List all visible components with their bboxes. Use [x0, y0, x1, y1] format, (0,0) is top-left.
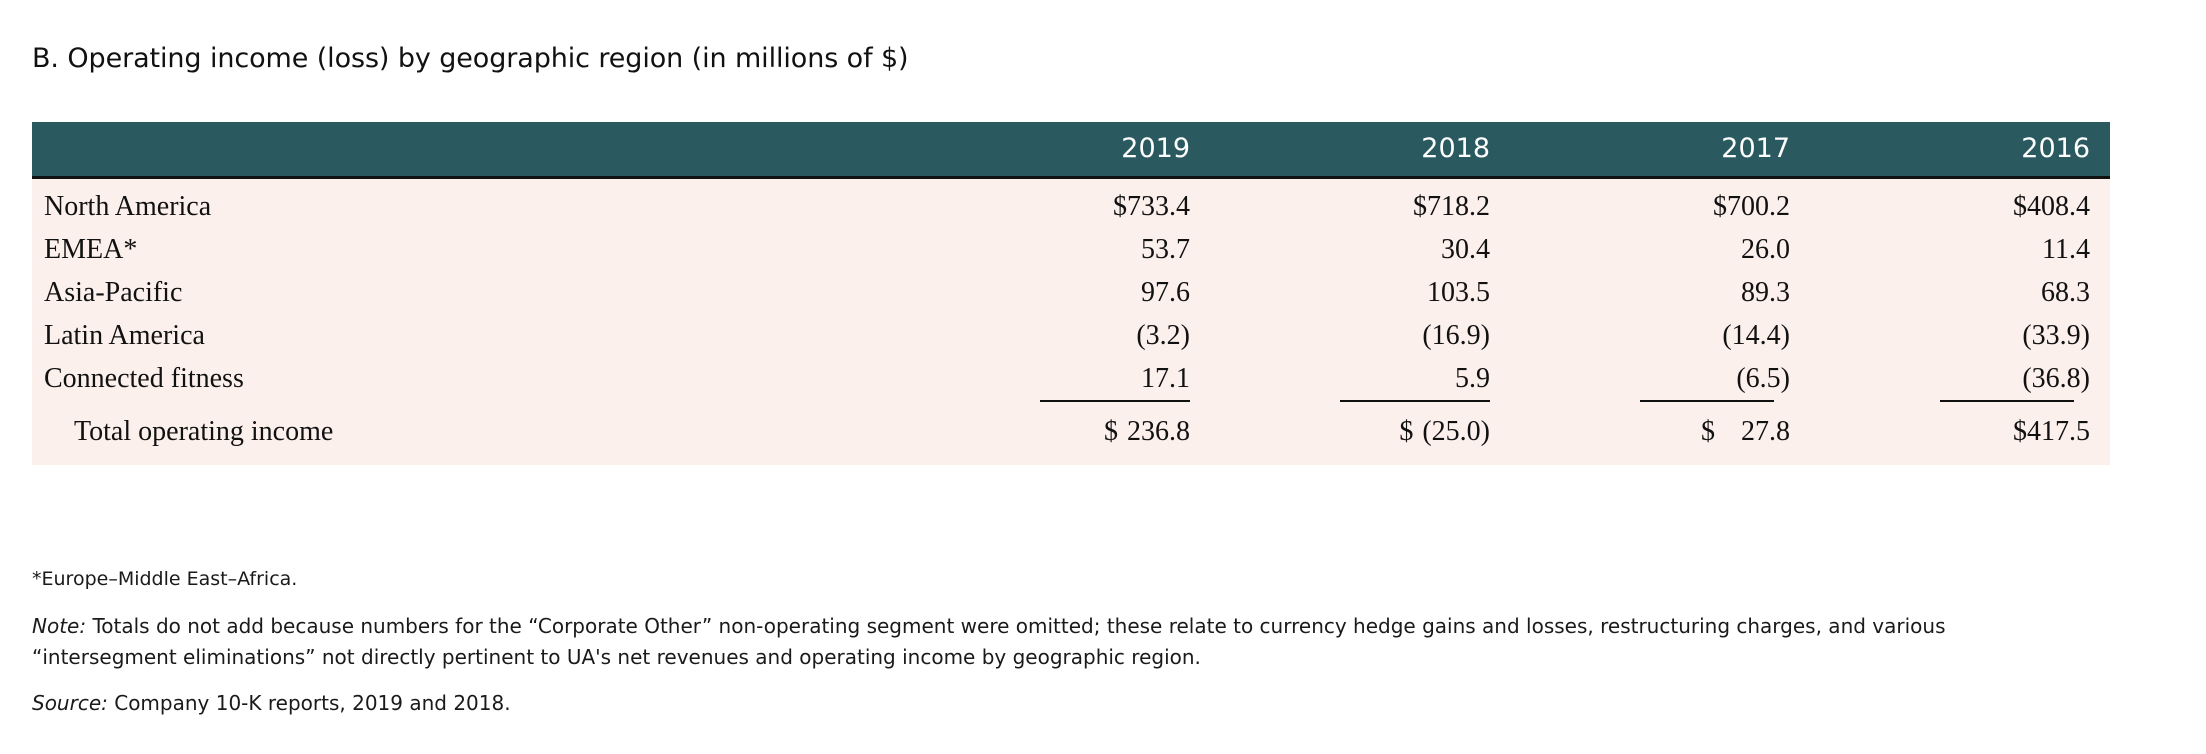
table-row: North America $733.4 $718.2 $700.2 $408.…	[32, 178, 2110, 229]
currency-symbol: $	[1104, 415, 1118, 447]
cell-emea-2019: 53.7	[910, 228, 1210, 271]
row-label-north-america: North America	[44, 190, 212, 222]
table-row: Asia-Pacific 97.6 103.5 89.3 68.3	[32, 271, 2110, 314]
cell-value: 68.3	[2041, 276, 2090, 308]
column-header-2019: 2019	[910, 122, 1210, 178]
source-text: Company 10-K reports, 2019 and 2018.	[107, 691, 511, 715]
cell-emea-2018: 30.4	[1210, 228, 1510, 271]
column-header-2017: 2017	[1510, 122, 1810, 178]
exhibit-title: B. Operating income (loss) by geographic…	[32, 43, 909, 74]
cell-value: 97.6	[1141, 276, 1190, 308]
cell-asia-pacific-2016: 68.3	[1810, 271, 2110, 314]
cell-emea-2017: 26.0	[1510, 228, 1810, 271]
cell-value: $718.2	[1413, 190, 1490, 222]
cell-value: (6.5)	[1640, 363, 1790, 402]
table-header: 2019 2018 2017 2016	[32, 122, 2110, 178]
row-label-latin-america: Latin America	[44, 319, 205, 351]
cell-connected-fitness-2017: (6.5)	[1510, 357, 1810, 402]
cell-total-2017: $27.8	[1510, 400, 1810, 465]
column-header-2016: 2016	[1810, 122, 2110, 178]
cell-connected-fitness-2018: 5.9	[1210, 357, 1510, 402]
cell-asia-pacific-2019: 97.6	[910, 271, 1210, 314]
cell-value: 11.4	[2042, 233, 2090, 265]
cell-value: (3.2)	[1136, 319, 1190, 351]
cell-value: 236.8	[1127, 415, 1190, 447]
cell-connected-fitness-2019: 17.1	[910, 357, 1210, 402]
cell-total-2019: $236.8	[910, 400, 1210, 465]
cell-value: $733.4	[1113, 190, 1190, 222]
cell-north-america-2017: $700.2	[1510, 178, 1810, 229]
currency-symbol: $	[1701, 415, 1715, 447]
cell-total-2016: $417.5	[1810, 400, 2110, 465]
cell-value: (14.4)	[1722, 319, 1790, 351]
row-label-emea: EMEA*	[44, 233, 138, 265]
footnotes-container: *Europe–Middle East–Africa. Note: Totals…	[32, 566, 2032, 717]
cell-value: (16.9)	[1422, 319, 1490, 351]
cell-value: 103.5	[1427, 276, 1490, 308]
cell-north-america-2019: $733.4	[910, 178, 1210, 229]
cell-value: 30.4	[1441, 233, 1490, 265]
cell-value: 5.9	[1340, 363, 1490, 402]
cell-value: 53.7	[1141, 233, 1190, 265]
financial-table-wrapper: 2019 2018 2017 2016 North America $733.4…	[32, 122, 2110, 465]
table-row-total: Total operating income $236.8 $ (25.0) $2…	[32, 400, 2110, 465]
row-label-connected-fitness: Connected fitness	[44, 362, 244, 394]
footnote-asterisk: *Europe–Middle East–Africa.	[32, 568, 298, 590]
cell-value: 89.3	[1741, 276, 1790, 308]
cell-latin-america-2017: (14.4)	[1510, 314, 1810, 357]
cell-asia-pacific-2018: 103.5	[1210, 271, 1510, 314]
row-label-total-operating-income: Total operating income	[74, 415, 334, 447]
operating-income-table: 2019 2018 2017 2016 North America $733.4…	[32, 122, 2110, 465]
cell-value-group: $417.5	[1972, 416, 2090, 448]
cell-connected-fitness-2016: (36.8)	[1810, 357, 2110, 402]
note-text: Totals do not add because numbers for th…	[32, 614, 1946, 669]
cell-latin-america-2016: (33.9)	[1810, 314, 2110, 357]
table-body: North America $733.4 $718.2 $700.2 $408.…	[32, 177, 2110, 465]
cell-value: 27.8	[1741, 415, 1790, 447]
cell-total-2018: $ (25.0)	[1210, 400, 1510, 465]
cell-latin-america-2019: (3.2)	[910, 314, 1210, 357]
cell-value: 417.5	[2027, 415, 2090, 447]
cell-value: (33.9)	[2022, 319, 2090, 351]
cell-north-america-2018: $718.2	[1210, 178, 1510, 229]
cell-value-group: $27.8	[1672, 416, 1790, 448]
cell-value: 26.0	[1741, 233, 1790, 265]
note-label: Note:	[32, 614, 87, 638]
cell-value: (36.8)	[1940, 363, 2090, 402]
column-header-2018: 2018	[1210, 122, 1510, 178]
footnote-note: Note: Totals do not add because numbers …	[32, 611, 2022, 673]
cell-value: $700.2	[1713, 190, 1790, 222]
cell-value: 17.1	[1040, 363, 1190, 402]
source-label: Source:	[32, 691, 108, 715]
table-header-row: 2019 2018 2017 2016	[32, 122, 2110, 178]
cell-latin-america-2018: (16.9)	[1210, 314, 1510, 357]
cell-emea-2016: 11.4	[1810, 228, 2110, 271]
currency-symbol: $	[2013, 415, 2027, 447]
cell-value-group: $ (25.0)	[1372, 416, 1490, 448]
cell-north-america-2016: $408.4	[1810, 178, 2110, 229]
column-header-region	[32, 122, 910, 178]
cell-value: (25.0)	[1422, 415, 1490, 447]
table-row: EMEA* 53.7 30.4 26.0 11.4	[32, 228, 2110, 271]
currency-symbol: $	[1399, 415, 1414, 447]
footnote-source: Source: Company 10-K reports, 2019 and 2…	[32, 689, 2032, 717]
table-row: Latin America (3.2) (16.9) (14.4) (33.9)	[32, 314, 2110, 357]
cell-value: $408.4	[2013, 190, 2090, 222]
row-label-asia-pacific: Asia-Pacific	[44, 276, 183, 308]
cell-value-group: $236.8	[1072, 416, 1190, 448]
cell-asia-pacific-2017: 89.3	[1510, 271, 1810, 314]
table-row: Connected fitness 17.1 5.9 (6.5) (36.8)	[32, 357, 2110, 402]
